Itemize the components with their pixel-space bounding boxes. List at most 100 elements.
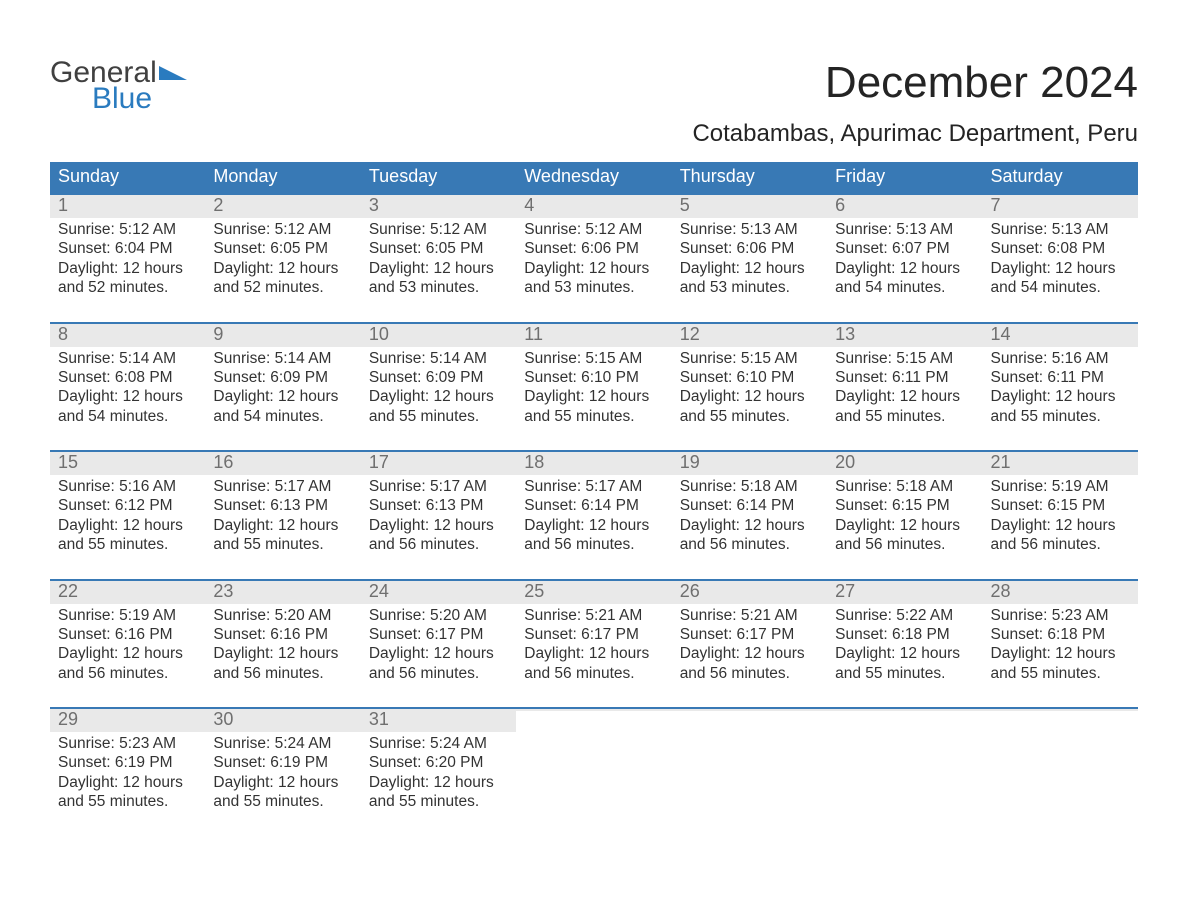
day-body: Sunrise: 5:17 AMSunset: 6:13 PMDaylight:… bbox=[205, 475, 360, 555]
daylight-line: Daylight: 12 hours and 53 minutes. bbox=[369, 259, 508, 298]
calendar-day: 30Sunrise: 5:24 AMSunset: 6:19 PMDayligh… bbox=[205, 709, 360, 812]
day-number: 14 bbox=[991, 324, 1011, 344]
daylight-line: Daylight: 12 hours and 56 minutes. bbox=[369, 516, 508, 555]
sunset-line: Sunset: 6:19 PM bbox=[58, 753, 197, 772]
calendar-day: 8Sunrise: 5:14 AMSunset: 6:08 PMDaylight… bbox=[50, 324, 205, 427]
daylight-line: Daylight: 12 hours and 53 minutes. bbox=[524, 259, 663, 298]
calendar-week: 29Sunrise: 5:23 AMSunset: 6:19 PMDayligh… bbox=[50, 707, 1138, 812]
day-number-row: 2 bbox=[205, 195, 360, 218]
calendar-day: 25Sunrise: 5:21 AMSunset: 6:17 PMDayligh… bbox=[516, 581, 671, 684]
calendar-day: 9Sunrise: 5:14 AMSunset: 6:09 PMDaylight… bbox=[205, 324, 360, 427]
dow-monday: Monday bbox=[205, 162, 360, 193]
sunset-line: Sunset: 6:19 PM bbox=[213, 753, 352, 772]
daylight-line: Daylight: 12 hours and 55 minutes. bbox=[680, 387, 819, 426]
sunset-line: Sunset: 6:15 PM bbox=[835, 496, 974, 515]
sunset-line: Sunset: 6:14 PM bbox=[680, 496, 819, 515]
sunrise-line: Sunrise: 5:23 AM bbox=[58, 734, 197, 753]
weeks-container: 1Sunrise: 5:12 AMSunset: 6:04 PMDaylight… bbox=[50, 193, 1138, 812]
day-body: Sunrise: 5:12 AMSunset: 6:06 PMDaylight:… bbox=[516, 218, 671, 298]
day-number-row: 28 bbox=[983, 581, 1138, 604]
calendar-day: 15 Sunrise: 5:16 AMSunset: 6:12 PMDayligh… bbox=[50, 452, 205, 555]
day-number: 21 bbox=[991, 452, 1011, 472]
day-number: 23 bbox=[213, 581, 233, 601]
day-number-row: 14 bbox=[983, 324, 1138, 347]
daylight-line: Daylight: 12 hours and 54 minutes. bbox=[58, 387, 197, 426]
calendar: Sunday Monday Tuesday Wednesday Thursday… bbox=[50, 162, 1138, 812]
day-of-week-header: Sunday Monday Tuesday Wednesday Thursday… bbox=[50, 162, 1138, 193]
day-number-row: 11 bbox=[516, 324, 671, 347]
day-number-row: 19 bbox=[672, 452, 827, 475]
calendar-day bbox=[672, 709, 827, 812]
page: General Blue December 2024 Cotabambas, A… bbox=[0, 0, 1188, 852]
daylight-line: Daylight: 12 hours and 55 minutes. bbox=[524, 387, 663, 426]
day-number-row: 27 bbox=[827, 581, 982, 604]
calendar-day: 4 Sunrise: 5:12 AMSunset: 6:06 PMDaylight… bbox=[516, 195, 671, 298]
sunset-line: Sunset: 6:10 PM bbox=[524, 368, 663, 387]
day-number: 1 bbox=[58, 195, 68, 215]
day-number: 5 bbox=[680, 195, 690, 215]
daylight-line: Daylight: 12 hours and 56 minutes. bbox=[680, 516, 819, 555]
day-number-row: 20 bbox=[827, 452, 982, 475]
day-number-row bbox=[827, 709, 982, 711]
day-body: Sunrise: 5:22 AMSunset: 6:18 PMDaylight:… bbox=[827, 604, 982, 684]
day-number-row: 1 bbox=[50, 195, 205, 218]
day-number: 29 bbox=[58, 709, 78, 729]
daylight-line: Daylight: 12 hours and 56 minutes. bbox=[680, 644, 819, 683]
day-number-row: 3 bbox=[361, 195, 516, 218]
calendar-day: 19Sunrise: 5:18 AMSunset: 6:14 PMDayligh… bbox=[672, 452, 827, 555]
day-number: 10 bbox=[369, 324, 389, 344]
sunset-line: Sunset: 6:14 PM bbox=[524, 496, 663, 515]
sunset-line: Sunset: 6:11 PM bbox=[835, 368, 974, 387]
sunset-line: Sunset: 6:18 PM bbox=[991, 625, 1130, 644]
sunset-line: Sunset: 6:08 PM bbox=[991, 239, 1130, 258]
day-number: 11 bbox=[524, 324, 543, 344]
sunrise-line: Sunrise: 5:17 AM bbox=[213, 477, 352, 496]
day-number-row bbox=[516, 709, 671, 711]
day-number-row: 22 bbox=[50, 581, 205, 604]
sunrise-line: Sunrise: 5:12 AM bbox=[213, 220, 352, 239]
day-number: 3 bbox=[369, 195, 379, 215]
sunrise-line: Sunrise: 5:12 AM bbox=[58, 220, 197, 239]
sunrise-line: Sunrise: 5:20 AM bbox=[369, 606, 508, 625]
day-number: 15 bbox=[58, 452, 78, 472]
day-number-row: 24 bbox=[361, 581, 516, 604]
day-body: Sunrise: 5:14 AMSunset: 6:09 PMDaylight:… bbox=[205, 347, 360, 427]
day-number: 4 bbox=[524, 195, 534, 215]
day-number: 31 bbox=[369, 709, 389, 729]
sunset-line: Sunset: 6:06 PM bbox=[680, 239, 819, 258]
day-body: Sunrise: 5:24 AMSunset: 6:19 PMDaylight:… bbox=[205, 732, 360, 812]
calendar-day: 5Sunrise: 5:13 AMSunset: 6:06 PMDaylight… bbox=[672, 195, 827, 298]
day-number-row: 25 bbox=[516, 581, 671, 604]
calendar-day: 21Sunrise: 5:19 AMSunset: 6:15 PMDayligh… bbox=[983, 452, 1138, 555]
day-number: 6 bbox=[835, 195, 845, 215]
day-number-row: 6 bbox=[827, 195, 982, 218]
calendar-day: 1Sunrise: 5:12 AMSunset: 6:04 PMDaylight… bbox=[50, 195, 205, 298]
calendar-day: 26Sunrise: 5:21 AMSunset: 6:17 PMDayligh… bbox=[672, 581, 827, 684]
day-body: Sunrise: 5:16 AMSunset: 6:12 PMDaylight:… bbox=[50, 475, 205, 555]
sunset-line: Sunset: 6:13 PM bbox=[213, 496, 352, 515]
calendar-day: 31Sunrise: 5:24 AMSunset: 6:20 PMDayligh… bbox=[361, 709, 516, 812]
sunrise-line: Sunrise: 5:13 AM bbox=[835, 220, 974, 239]
day-body: Sunrise: 5:19 AMSunset: 6:16 PMDaylight:… bbox=[50, 604, 205, 684]
daylight-line: Daylight: 12 hours and 55 minutes. bbox=[213, 773, 352, 812]
day-body: Sunrise: 5:20 AMSunset: 6:17 PMDaylight:… bbox=[361, 604, 516, 684]
day-number-row: 12 bbox=[672, 324, 827, 347]
calendar-day: 18Sunrise: 5:17 AMSunset: 6:14 PMDayligh… bbox=[516, 452, 671, 555]
daylight-line: Daylight: 12 hours and 56 minutes. bbox=[213, 644, 352, 683]
sunset-line: Sunset: 6:17 PM bbox=[369, 625, 508, 644]
sunrise-line: Sunrise: 5:14 AM bbox=[58, 349, 197, 368]
day-body: Sunrise: 5:13 AMSunset: 6:07 PMDaylight:… bbox=[827, 218, 982, 298]
calendar-day: 10Sunrise: 5:14 AMSunset: 6:09 PMDayligh… bbox=[361, 324, 516, 427]
daylight-line: Daylight: 12 hours and 55 minutes. bbox=[58, 516, 197, 555]
daylight-line: Daylight: 12 hours and 54 minutes. bbox=[835, 259, 974, 298]
sunrise-line: Sunrise: 5:23 AM bbox=[991, 606, 1130, 625]
daylight-line: Daylight: 12 hours and 54 minutes. bbox=[213, 387, 352, 426]
calendar-day: 28Sunrise: 5:23 AMSunset: 6:18 PMDayligh… bbox=[983, 581, 1138, 684]
calendar-day bbox=[827, 709, 982, 812]
daylight-line: Daylight: 12 hours and 55 minutes. bbox=[213, 516, 352, 555]
daylight-line: Daylight: 12 hours and 56 minutes. bbox=[524, 644, 663, 683]
calendar-day: 6 Sunrise: 5:13 AMSunset: 6:07 PMDaylight… bbox=[827, 195, 982, 298]
month-title: December 2024 bbox=[692, 40, 1138, 108]
day-number: 17 bbox=[369, 452, 389, 472]
day-number: 25 bbox=[524, 581, 544, 601]
